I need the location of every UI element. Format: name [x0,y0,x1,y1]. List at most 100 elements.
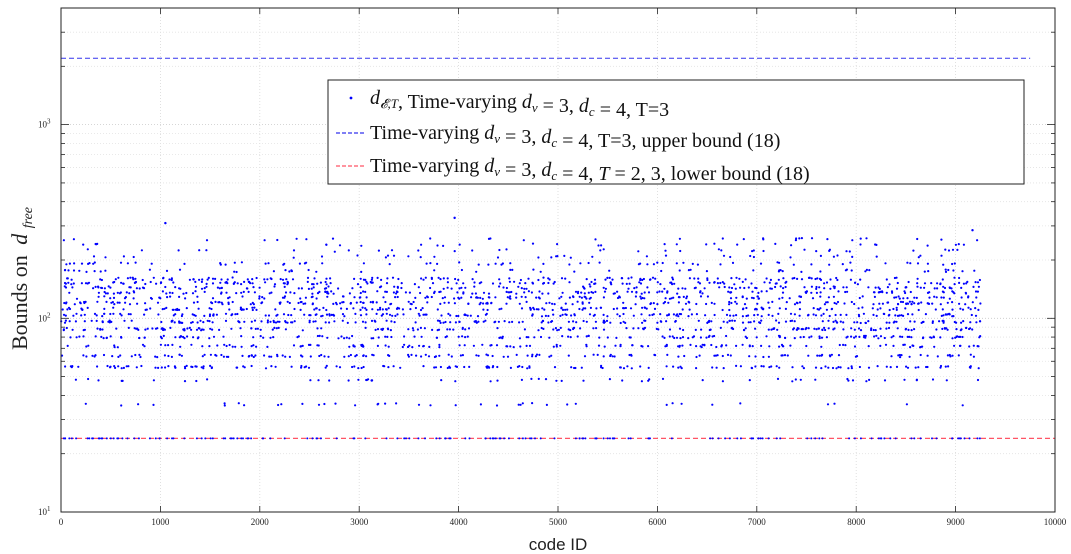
data-point [160,366,163,369]
data-point [527,290,531,293]
data-point [192,336,195,339]
data-point [548,278,551,281]
x-tick-label: 2000 [251,517,270,527]
data-point [67,269,70,272]
data-point [895,320,898,323]
data-point [654,277,657,280]
data-point [750,366,753,369]
data-point [872,328,875,332]
data-point [978,437,981,440]
data-point [828,354,832,357]
data-point [846,377,849,381]
data-point [594,282,597,285]
x-tick-label: 9000 [947,517,966,527]
data-point [328,379,331,382]
data-point [784,281,787,284]
data-point [800,278,804,281]
data-point [618,296,622,299]
data-point [284,320,287,323]
data-point [362,301,365,304]
data-point [266,321,269,324]
data-point [396,295,399,299]
data-point [917,308,920,312]
data-point [728,286,731,289]
data-point [408,437,411,440]
data-point [837,290,840,293]
data-point [417,286,420,289]
data-point [873,335,876,338]
data-point [625,282,628,285]
data-point [931,302,934,305]
data-point [844,290,847,294]
data-point [487,237,491,240]
data-point [361,306,364,309]
data-point [637,250,640,253]
data-point [143,336,146,339]
data-point [365,308,368,311]
data-point [85,270,88,273]
data-point [125,365,128,368]
data-point [85,345,88,348]
data-point [249,303,252,306]
data-point [733,319,736,322]
data-point [301,402,304,405]
data-point [174,366,177,369]
data-point [80,282,83,285]
data-point [95,319,98,322]
data-point [314,320,317,323]
data-point [767,355,771,358]
data-point [767,301,770,304]
data-point [544,378,548,381]
data-point [585,335,588,338]
data-point [664,297,667,300]
data-point [553,366,557,369]
data-point [875,243,878,246]
data-point [305,365,308,368]
data-point [136,302,139,305]
data-point [327,285,330,288]
data-point [144,282,147,286]
data-point [464,286,467,289]
data-point [127,313,130,316]
data-point [160,320,163,324]
data-point [805,290,809,293]
data-point [311,292,314,295]
data-point [574,290,578,293]
data-point [963,437,966,440]
data-point [608,378,612,381]
data-point [648,437,651,440]
data-point [626,290,629,293]
data-point [243,280,246,283]
data-point [109,312,112,316]
data-point [962,320,965,323]
data-point [604,287,608,290]
data-point [656,303,659,306]
data-point [972,285,975,288]
data-point [435,437,438,440]
data-point [95,243,98,246]
data-point [815,250,818,253]
data-point [557,328,561,331]
data-point [677,366,680,369]
data-point [948,313,951,316]
data-point [433,290,436,293]
data-point [97,379,100,382]
data-point [439,321,442,324]
data-point [112,296,116,299]
data-point [850,300,853,304]
data-point [341,295,345,298]
data-point [719,281,722,285]
data-point [234,313,237,316]
data-point [458,287,461,290]
data-point [62,328,65,331]
data-point [379,306,382,309]
data-point [946,328,949,331]
data-point [941,308,944,311]
data-point [608,276,611,279]
data-point [679,249,682,253]
data-point [525,300,528,303]
data-point [526,354,529,357]
y-axis-label-math: d [7,233,32,245]
data-point [581,308,584,311]
data-point [724,437,727,440]
